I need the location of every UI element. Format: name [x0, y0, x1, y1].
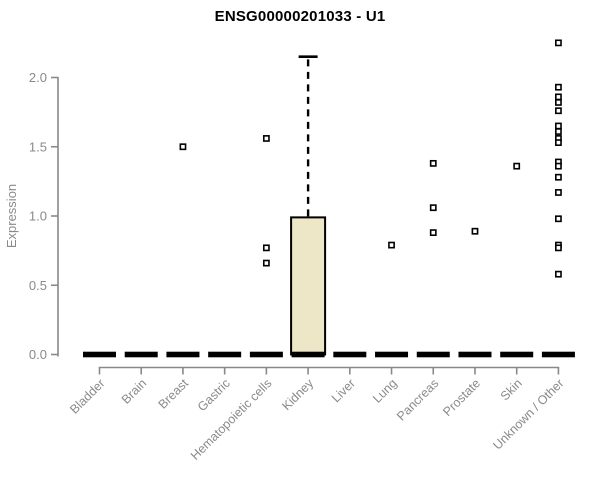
median-bar [124, 351, 158, 358]
outlier-point [262, 244, 270, 252]
median-bar [208, 351, 242, 358]
median-bar [166, 351, 200, 358]
median-bar [291, 351, 325, 358]
x-tick-label: Liver [329, 376, 358, 405]
outlier-point [471, 227, 479, 235]
median-bar [416, 351, 450, 358]
outlier-point [429, 159, 437, 167]
outlier-point [555, 173, 562, 181]
outlier-point [555, 244, 562, 252]
y-tick-label: 1.5 [29, 139, 47, 154]
outlier-point [262, 135, 270, 142]
outlier-point [555, 83, 562, 91]
x-tick-label: Brain [119, 376, 150, 407]
x-tick-label: Unknown / Other [490, 376, 566, 452]
outlier-point [429, 204, 437, 212]
outlier-point [555, 39, 562, 47]
outlier-point [179, 143, 187, 151]
outlier-point [555, 128, 562, 135]
outlier-point [555, 93, 562, 101]
x-tick-label: Hematopoietic cells [188, 376, 275, 463]
x-tick-label: Kidney [279, 376, 316, 413]
outlier-point [555, 215, 562, 223]
outlier-point [555, 189, 562, 196]
x-tick-label: Lung [370, 376, 400, 406]
outlier-point [262, 259, 270, 267]
x-tick-label: Breast [156, 376, 192, 412]
x-tick-label: Pancreas [394, 376, 441, 423]
y-axis-title: Expression [4, 184, 19, 248]
x-tick-label: Prostate [440, 376, 483, 419]
outlier-point [429, 229, 437, 237]
median-bar [249, 351, 283, 358]
median-bar [83, 351, 116, 358]
outlier-point [555, 99, 562, 106]
y-tick-label: 2.0 [29, 70, 47, 85]
y-tick-label: 1.0 [29, 209, 47, 224]
median-bar [458, 351, 492, 358]
x-tick-label: Bladder [67, 376, 107, 416]
median-bar [500, 351, 534, 358]
box-body [290, 216, 327, 356]
outlier-point [555, 270, 562, 278]
median-bar [333, 351, 367, 358]
median-bar [541, 351, 575, 358]
outlier-point [555, 139, 562, 146]
outlier-point [513, 162, 521, 170]
y-tick-label: 0.5 [29, 278, 47, 293]
outlier-point [388, 241, 395, 249]
y-tick-label: 0.0 [29, 347, 47, 362]
outlier-point [555, 107, 562, 115]
x-tick-label: Skin [498, 376, 525, 403]
chart-title: ENSG00000201033 - U1 [214, 8, 386, 25]
outlier-point [555, 122, 562, 130]
outlier-point [555, 162, 562, 170]
median-bar [375, 351, 409, 358]
x-tick-label: Gastric [195, 376, 233, 414]
